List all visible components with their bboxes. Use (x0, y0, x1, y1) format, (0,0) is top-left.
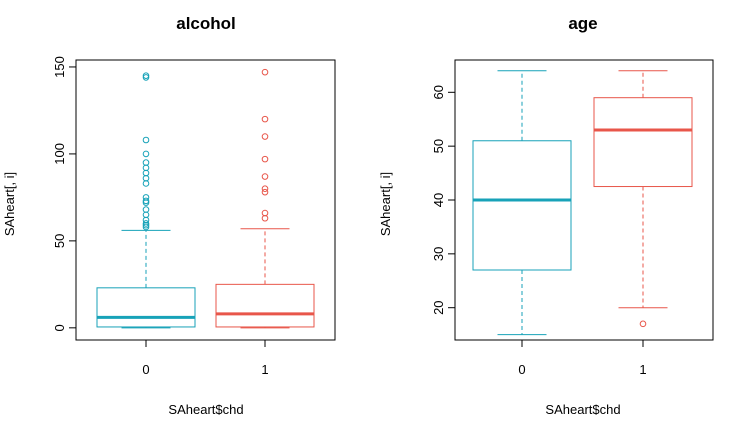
box-iqr (96, 287, 196, 328)
chart-panel-age: age 20 30 40 50 60 0 1 SAheart$chd SAheart[, i] (378, 14, 714, 417)
outlier-point (261, 133, 269, 140)
x-tick-label: 0 (518, 362, 525, 377)
plot-frame (75, 59, 336, 341)
box-group-1 (215, 68, 315, 329)
outlier-point (261, 68, 269, 76)
outlier-point (261, 155, 269, 163)
y-tick-label: 30 (431, 247, 446, 261)
x-tick-label: 0 (142, 362, 149, 377)
box-iqr (215, 283, 315, 328)
y-tick-label: 50 (52, 234, 67, 248)
y-tick-label: 60 (431, 85, 446, 99)
outlier-point (142, 136, 150, 144)
outlier-point (142, 150, 150, 158)
y-axis-label: SAheart[, i] (378, 172, 393, 236)
y-tick-label: 0 (52, 324, 67, 331)
x-tick-label: 1 (639, 362, 646, 377)
outlier-point (142, 220, 150, 227)
y-axis-label: SAheart[, i] (2, 172, 17, 236)
outlier-point (142, 194, 150, 201)
x-axis-label: SAheart$chd (168, 402, 243, 417)
outlier-point (142, 159, 150, 166)
outlier-point (142, 72, 150, 79)
outlier-point (261, 188, 269, 196)
box-group-0 (96, 72, 196, 329)
box-group-1 (593, 70, 693, 328)
outlier-point (261, 115, 269, 123)
outlier-point (142, 197, 150, 205)
x-axis-label: SAheart$chd (545, 402, 620, 417)
box-iqr (593, 97, 693, 188)
outlier-point (261, 173, 269, 180)
chart-title: age (568, 14, 597, 33)
outlier-point (261, 185, 269, 192)
chart-title: alcohol (176, 14, 236, 33)
outlier-point (261, 209, 269, 217)
x-tick-label: 1 (261, 362, 268, 377)
y-tick-label: 150 (52, 56, 67, 78)
y-tick-label: 100 (52, 143, 67, 165)
outlier-point (142, 206, 150, 213)
y-tick-label: 40 (431, 193, 446, 207)
y-tick-label: 20 (431, 300, 446, 314)
outlier-point (639, 320, 647, 328)
box-group-0 (472, 70, 572, 336)
y-tick-label: 50 (431, 139, 446, 153)
box-iqr (472, 140, 572, 271)
chart-panel-alcohol: alcohol 0 50 100 150 0 1 SAheart$chd SAheart[, i… (2, 14, 336, 417)
